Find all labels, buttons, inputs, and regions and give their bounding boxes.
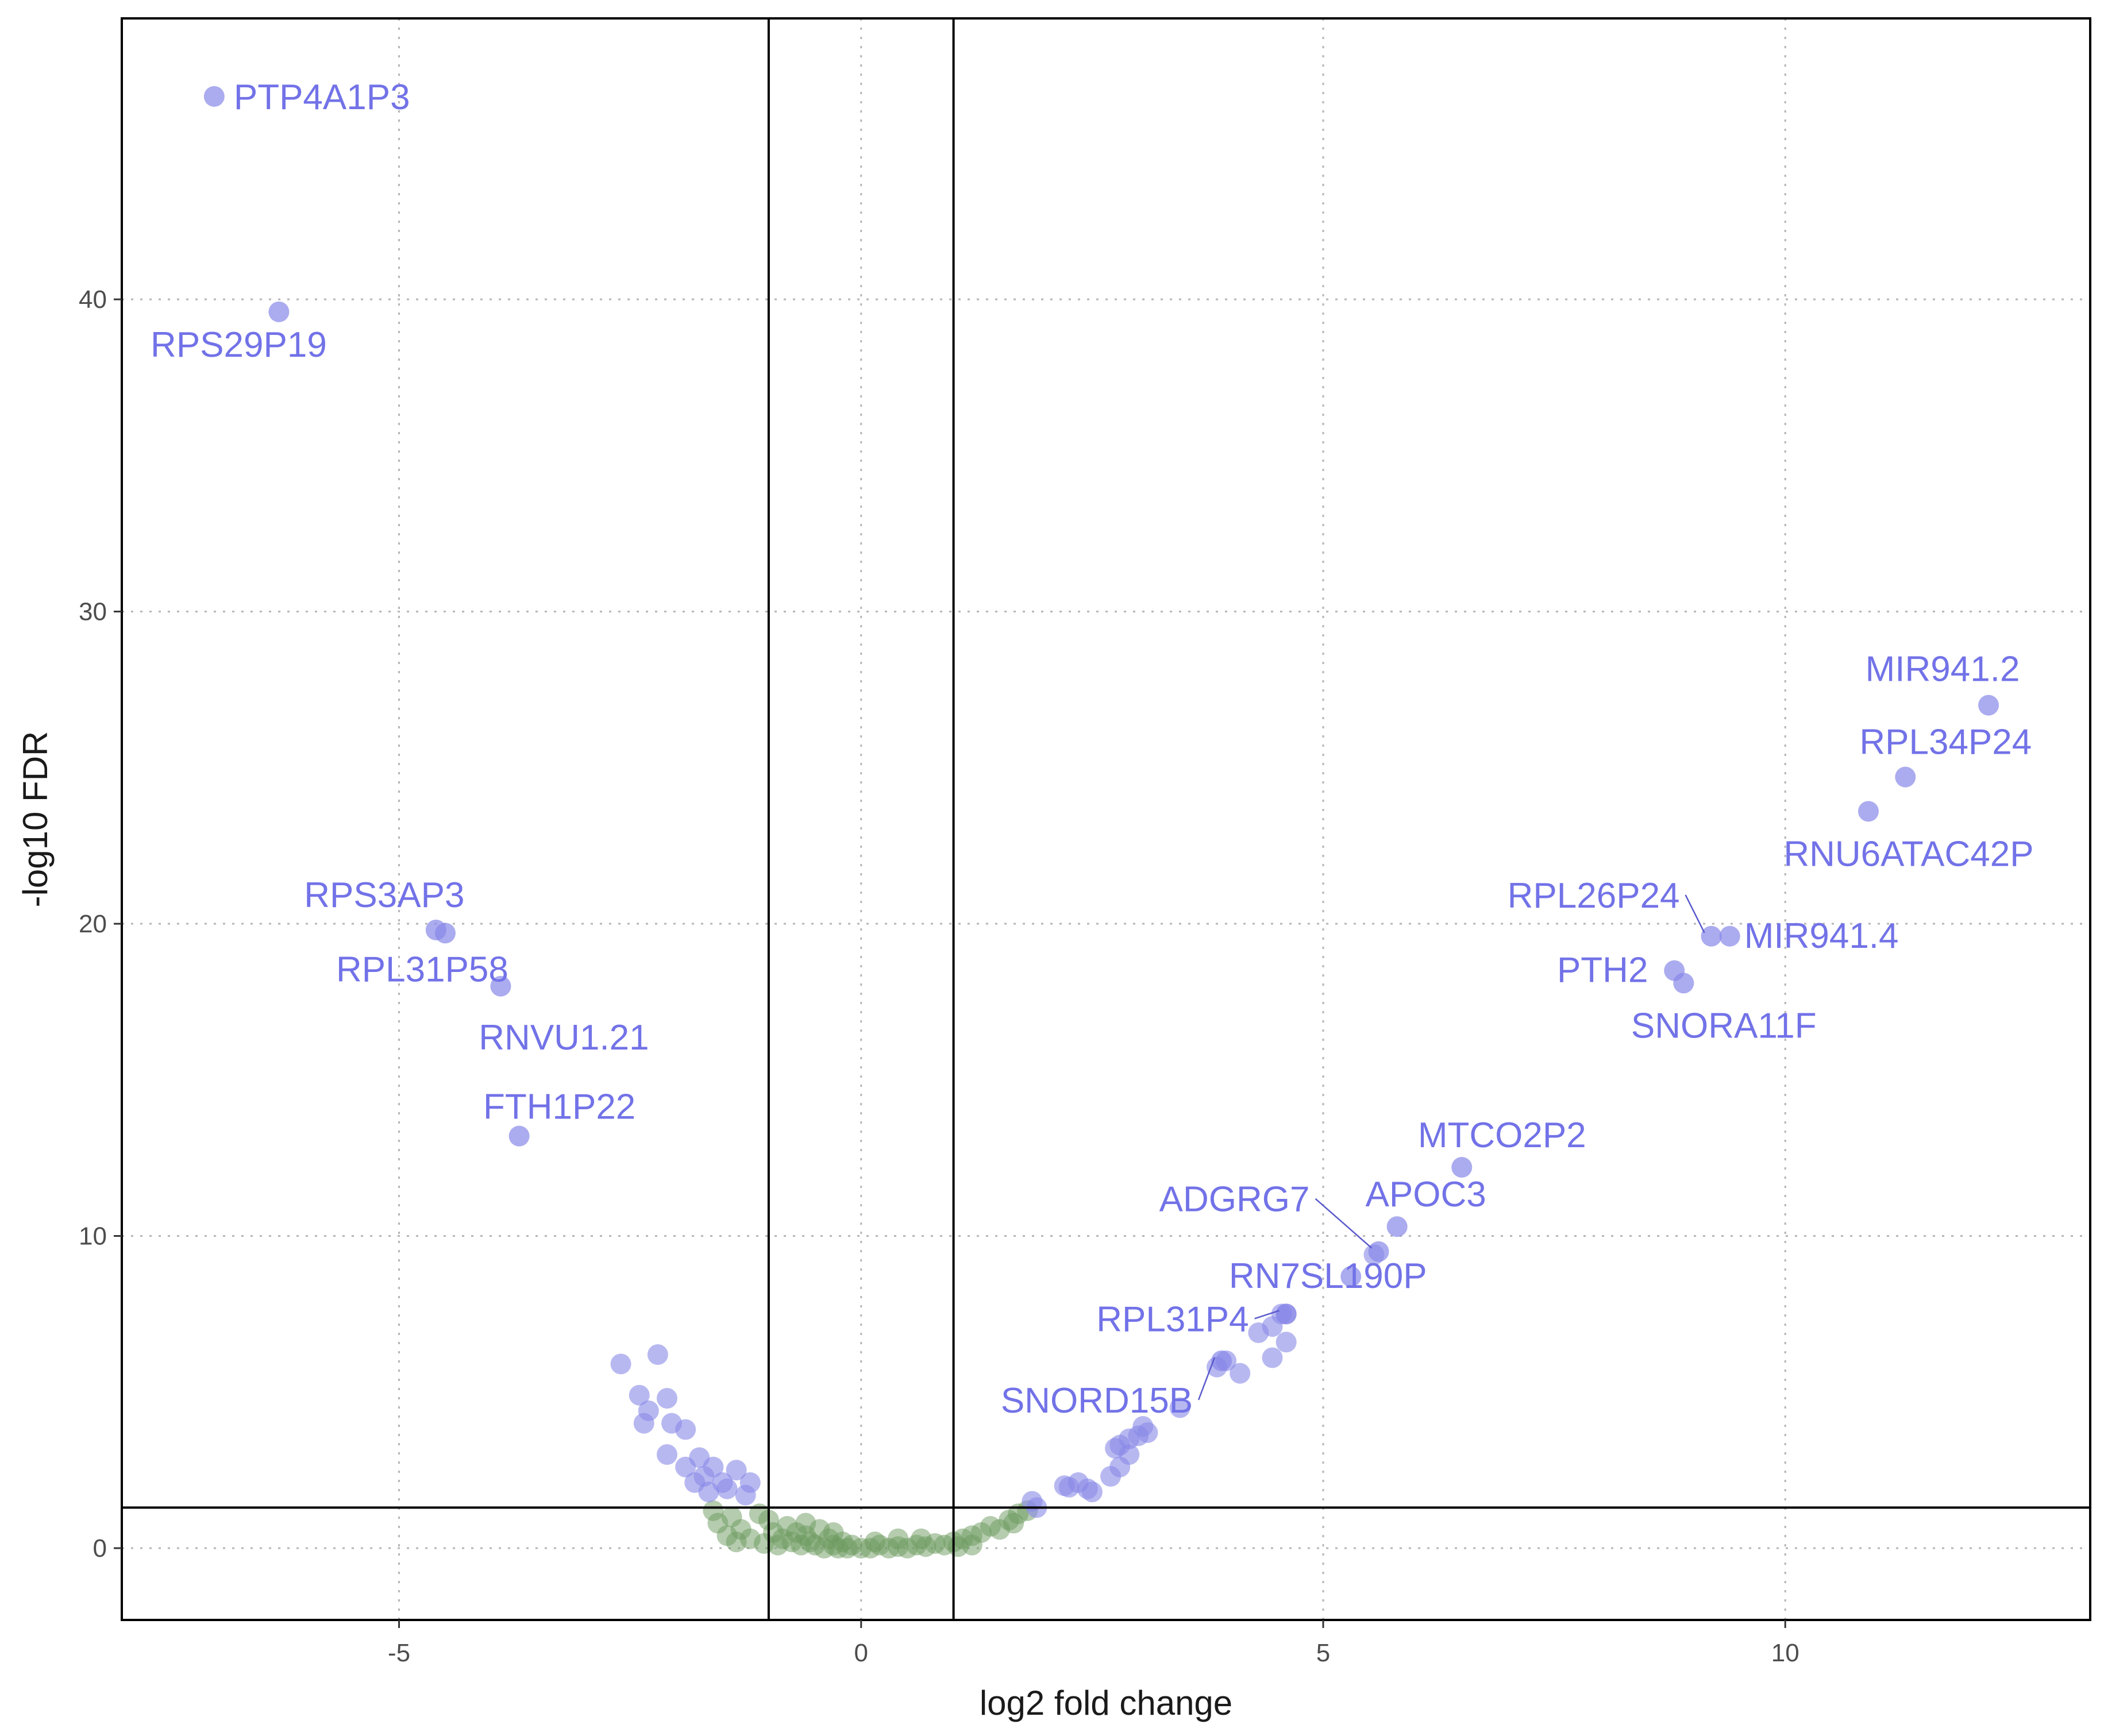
point-significant	[633, 1413, 654, 1434]
point-fth1p22	[508, 1125, 530, 1147]
x-axis: -5 0 5 10	[388, 1620, 1799, 1667]
point-rnu6atac42p	[1858, 801, 1879, 822]
plot-panel-border	[121, 17, 2091, 1621]
point-not-significant	[1003, 1513, 1024, 1534]
threshold-lines	[122, 18, 2090, 1620]
leader-line-rpl26p24	[1685, 894, 1705, 933]
gene-label-fth1p22: FTH1P22	[483, 1087, 635, 1127]
point-rpl31p4	[1275, 1303, 1297, 1325]
y-tick-label: 40	[79, 286, 107, 314]
x-tick-label: 5	[1316, 1639, 1330, 1667]
gene-label-rps3ap3: RPS3AP3	[304, 875, 464, 915]
point-not-significant	[888, 1528, 909, 1549]
point-mir941-2	[1978, 695, 1999, 716]
point-significant	[1137, 1422, 1158, 1443]
point-rpl34p24	[1895, 766, 1916, 788]
data-points	[203, 86, 1999, 1559]
y-tick-label: 0	[93, 1534, 107, 1563]
point-snord15b	[1211, 1350, 1232, 1371]
gene-label-snora11f: SNORA11F	[1631, 1006, 1817, 1046]
point-rps29p19	[268, 301, 290, 322]
point-rpl31p58	[434, 923, 456, 944]
x-tick-label: 10	[1771, 1639, 1799, 1667]
label-leader-lines	[1197, 894, 1705, 1401]
point-not-significant	[726, 1531, 747, 1553]
point-rpl26p24	[1701, 925, 1722, 947]
gene-labels: PTP4A1P3 RPS29P19 RPS3AP3 RPL31P58 RNVU1.21 F…	[151, 78, 2034, 1421]
gene-label-adgrg7: ADGRG7	[1159, 1180, 1310, 1220]
point-significant	[610, 1353, 631, 1375]
gene-label-rn7sl190p: RN7SL190P	[1229, 1256, 1427, 1296]
y-axis: 0 10 20 30 40	[79, 286, 122, 1563]
point-significant	[698, 1482, 719, 1503]
point-significant	[656, 1388, 677, 1409]
gene-label-rps29p19: RPS29P19	[151, 325, 327, 365]
point-not-significant	[795, 1513, 816, 1534]
x-axis-title: log2 fold change	[980, 1684, 1232, 1722]
point-mir941-4	[1719, 925, 1740, 947]
x-tick-label: 0	[854, 1639, 868, 1667]
point-significant	[675, 1456, 696, 1477]
gene-label-mtco2p2: MTCO2P2	[1418, 1116, 1586, 1155]
point-not-significant	[823, 1522, 844, 1543]
point-significant	[1169, 1397, 1190, 1418]
point-significant	[1058, 1477, 1080, 1498]
point-significant	[1275, 1332, 1297, 1353]
gene-label-rnvu1-21: RNVU1.21	[479, 1018, 649, 1058]
point-significant	[1262, 1347, 1283, 1368]
point-apoc3	[1386, 1216, 1408, 1237]
point-significant	[716, 1478, 738, 1499]
point-significant	[1109, 1434, 1131, 1456]
gene-label-rnu6atac42p: RNU6ATAC42P	[1783, 834, 2033, 874]
gene-label-mir941-2: MIR941.2	[1866, 650, 2020, 689]
point-mtco2p2	[1451, 1156, 1473, 1178]
point-ptp4a1p3	[203, 86, 225, 107]
y-tick-label: 30	[79, 598, 107, 626]
point-significant	[629, 1384, 650, 1406]
gene-label-rpl26p24: RPL26P24	[1508, 876, 1680, 916]
point-not-significant	[947, 1536, 969, 1557]
gene-label-rpl31p58: RPL31P58	[336, 950, 508, 989]
grid-lines	[122, 18, 2090, 1620]
point-significant	[656, 1444, 677, 1465]
gene-label-mir941-4: MIR941.4	[1744, 916, 1899, 956]
x-tick-label: -5	[388, 1639, 410, 1667]
gene-label-snord15b: SNORD15B	[1001, 1381, 1193, 1421]
point-not-significant	[753, 1533, 774, 1554]
point-rnvu1-21	[490, 975, 511, 997]
gene-label-apoc3: APOC3	[1366, 1175, 1486, 1214]
point-adgrg7	[1368, 1241, 1389, 1262]
point-significant	[1230, 1363, 1251, 1384]
point-snora11f	[1673, 973, 1694, 994]
point-significant	[1081, 1482, 1103, 1503]
gene-label-rpl31p4: RPL31P4	[1096, 1299, 1248, 1339]
gene-label-rpl34p24: RPL34P24	[1859, 723, 2032, 762]
y-tick-label: 10	[79, 1222, 107, 1251]
point-significant	[726, 1460, 747, 1481]
point-not-significant	[911, 1528, 932, 1549]
point-not-significant	[864, 1531, 885, 1553]
leader-line-adgrg7	[1315, 1198, 1373, 1249]
y-tick-label: 20	[79, 910, 107, 938]
point-significant	[675, 1419, 696, 1440]
gene-label-ptp4a1p3: PTP4A1P3	[234, 78, 410, 117]
leader-line-snord15b	[1197, 1357, 1216, 1401]
point-significant	[735, 1484, 756, 1506]
point-rn7sl190p	[1340, 1266, 1362, 1287]
leader-line-rpl31p4	[1254, 1310, 1280, 1320]
gene-label-pth2: PTH2	[1557, 951, 1648, 990]
point-significant	[647, 1344, 668, 1365]
y-axis-title: -log10 FDR	[16, 731, 55, 908]
